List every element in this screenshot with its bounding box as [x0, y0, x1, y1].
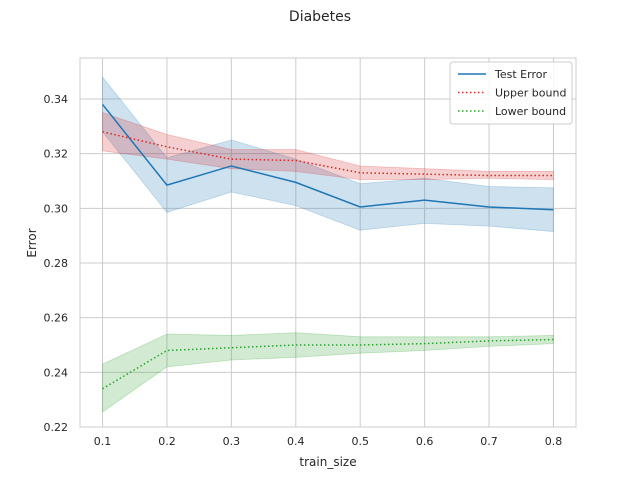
band-series-0: [102, 75, 554, 233]
line-series-1: [102, 131, 554, 177]
y-tick-label: 0.24: [44, 366, 69, 379]
x-axis-ticks: 0.1 0.2 0.3 0.4 0.5 0.6 0.7 0.8: [94, 435, 562, 448]
y-axis-label: Error: [25, 228, 39, 257]
x-tick-label: 0.4: [287, 435, 305, 448]
x-tick-label: 0.1: [94, 435, 112, 448]
line-series-2: [102, 338, 554, 390]
x-tick-label: 0.2: [158, 435, 176, 448]
x-tick-label: 0.8: [545, 435, 563, 448]
y-tick-label: 0.32: [44, 148, 69, 161]
x-tick-label: 0.6: [416, 435, 434, 448]
y-axis-ticks: 0.22 0.24 0.26 0.28 0.30 0.32 0.34: [44, 93, 69, 434]
band-series-1: [102, 112, 554, 181]
chart-title: Diabetes: [289, 9, 351, 25]
x-tick-label: 0.5: [351, 435, 369, 448]
legend-label: Test Error: [494, 68, 547, 81]
y-tick-label: 0.22: [44, 421, 69, 434]
plot-frame: [79, 57, 577, 428]
series-lines: [101, 103, 554, 390]
y-tick-label: 0.26: [44, 312, 69, 325]
band-series-2: [102, 332, 554, 413]
y-tick-label: 0.34: [44, 93, 69, 106]
legend: Test Error Upper bound Lower bound: [449, 61, 573, 125]
y-tick-label: 0.28: [44, 257, 69, 270]
x-tick-label: 0.3: [223, 435, 241, 448]
legend-label: Upper bound: [495, 87, 566, 100]
legend-box: [449, 61, 573, 125]
x-axis-label: train_size: [299, 455, 356, 469]
y-tick-label: 0.30: [44, 202, 69, 215]
x-tick-label: 0.7: [480, 435, 498, 448]
line-series-0: [101, 103, 554, 211]
confidence-bands: [102, 75, 554, 413]
legend-label: Lower bound: [495, 105, 566, 118]
